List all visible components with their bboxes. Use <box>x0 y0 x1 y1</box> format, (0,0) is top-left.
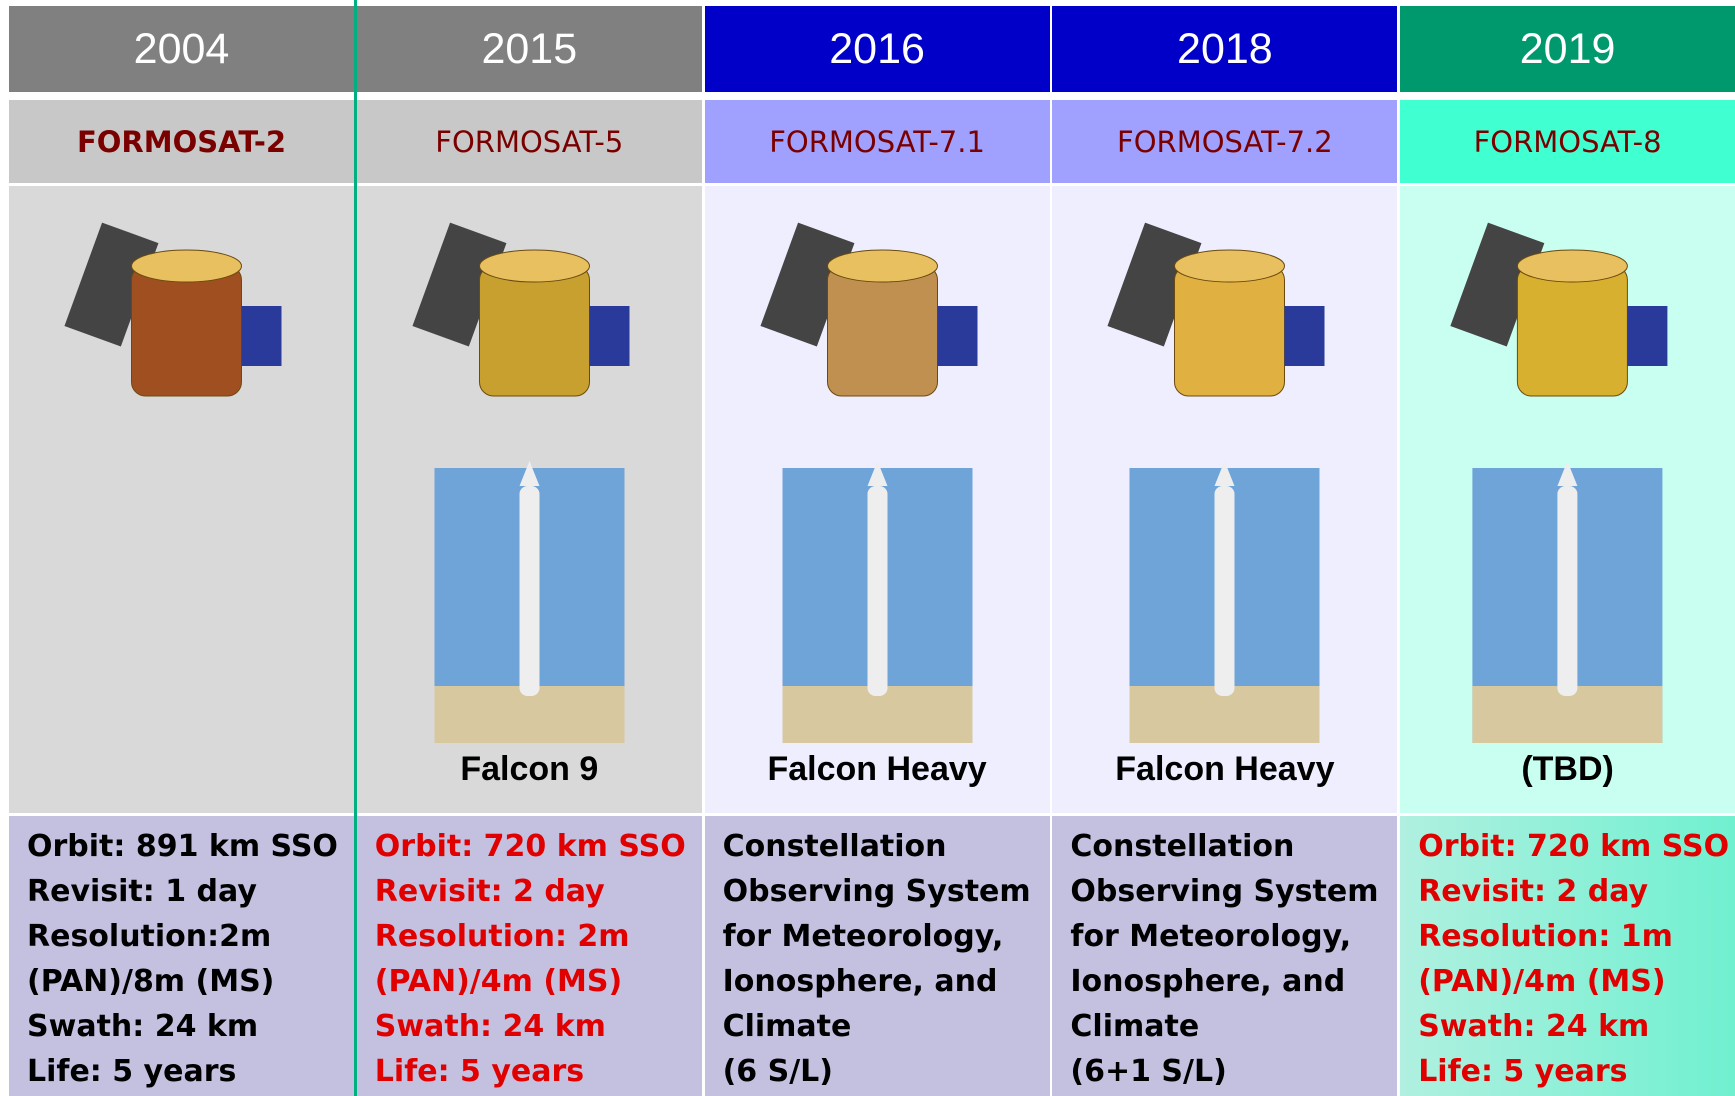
spec-line: Orbit: 720 km SSO <box>1418 824 1735 869</box>
satellite-image <box>1108 223 1325 396</box>
satellite-name: FORMOSAT-5 <box>357 100 702 183</box>
spec-line: Resolution: 2m <box>375 914 702 959</box>
spec-line: (PAN)/4m (MS) <box>1418 959 1735 1004</box>
launcher-label: Falcon 9 <box>357 750 702 789</box>
spec-line: Climate <box>1070 1004 1397 1049</box>
satellite-name: FORMOSAT-7.1 <box>705 100 1050 183</box>
satellite-image <box>64 223 281 396</box>
spec-line: Orbit: 720 km SSO <box>375 824 702 869</box>
spec-line: (PAN)/8m (MS) <box>27 959 354 1004</box>
spec-line: Resolution: 1m <box>1418 914 1735 959</box>
year-header: 2015 <box>357 6 702 92</box>
divider-line <box>354 0 357 1096</box>
satellite-image <box>1451 223 1668 396</box>
satellite-name: FORMOSAT-2 <box>9 100 354 183</box>
spec-line: Swath: 24 km <box>375 1004 702 1049</box>
spec-line: Revisit: 2 day <box>375 869 702 914</box>
spec-line: Ionosphere, and <box>723 959 1050 1004</box>
spec-line: Orbit: 891 km SSO <box>27 824 354 869</box>
spec-line: Life: 5 years <box>1418 1049 1735 1094</box>
image-panel <box>1052 186 1397 813</box>
spec-line: Revisit: 2 day <box>1418 869 1735 914</box>
spec-line: (6+1 S/L) <box>1070 1049 1397 1094</box>
satellite-image <box>760 223 977 396</box>
spec-line: Climate <box>723 1004 1050 1049</box>
launcher-label: Falcon Heavy <box>705 750 1050 789</box>
image-panel <box>357 186 702 813</box>
launcher-label: (TBD) <box>1400 750 1735 789</box>
spec-line: Swath: 24 km <box>27 1004 354 1049</box>
year-header: 2019 <box>1400 6 1735 92</box>
spec-line: Swath: 24 km <box>1418 1004 1735 1049</box>
year-header: 2004 <box>9 6 354 92</box>
spec-line: Life: 5 years <box>375 1049 702 1094</box>
image-panel <box>1400 186 1735 813</box>
rocket-photo <box>1473 461 1663 743</box>
rocket-photo <box>434 461 624 743</box>
spec-line: Constellation <box>723 824 1050 869</box>
image-panel <box>705 186 1050 813</box>
satellite-name: FORMOSAT-8 <box>1400 100 1735 183</box>
spec-line: Life: 5 years <box>27 1049 354 1094</box>
illustrations <box>705 186 1050 813</box>
year-header: 2016 <box>705 6 1050 92</box>
spec-line: (PAN)/4m (MS) <box>375 959 702 1004</box>
satellite-image <box>412 223 629 396</box>
year-header: 2018 <box>1052 6 1397 92</box>
spec-line: (6 S/L) <box>723 1049 1050 1094</box>
spec-line: Revisit: 1 day <box>27 869 354 914</box>
satellite-name: FORMOSAT-7.2 <box>1052 100 1397 183</box>
illustrations <box>357 186 702 813</box>
spec-line: Constellation <box>1070 824 1397 869</box>
rocket-photo <box>782 461 972 743</box>
illustrations <box>9 186 354 813</box>
spec-line: for Meteorology, <box>723 914 1050 959</box>
image-panel <box>9 186 354 813</box>
spec-line: for Meteorology, <box>1070 914 1397 959</box>
spec-line: Resolution:2m <box>27 914 354 959</box>
page: 2004FORMOSAT-2 Orbit: 891 km SSORevisit:… <box>0 0 1735 1096</box>
illustrations <box>1052 186 1397 813</box>
illustrations <box>1400 186 1735 813</box>
spec-line: Ionosphere, and <box>1070 959 1397 1004</box>
rocket-photo <box>1130 461 1320 743</box>
launcher-label: Falcon Heavy <box>1052 750 1397 789</box>
spec-line: Observing System <box>723 869 1050 914</box>
spec-line: Observing System <box>1070 869 1397 914</box>
